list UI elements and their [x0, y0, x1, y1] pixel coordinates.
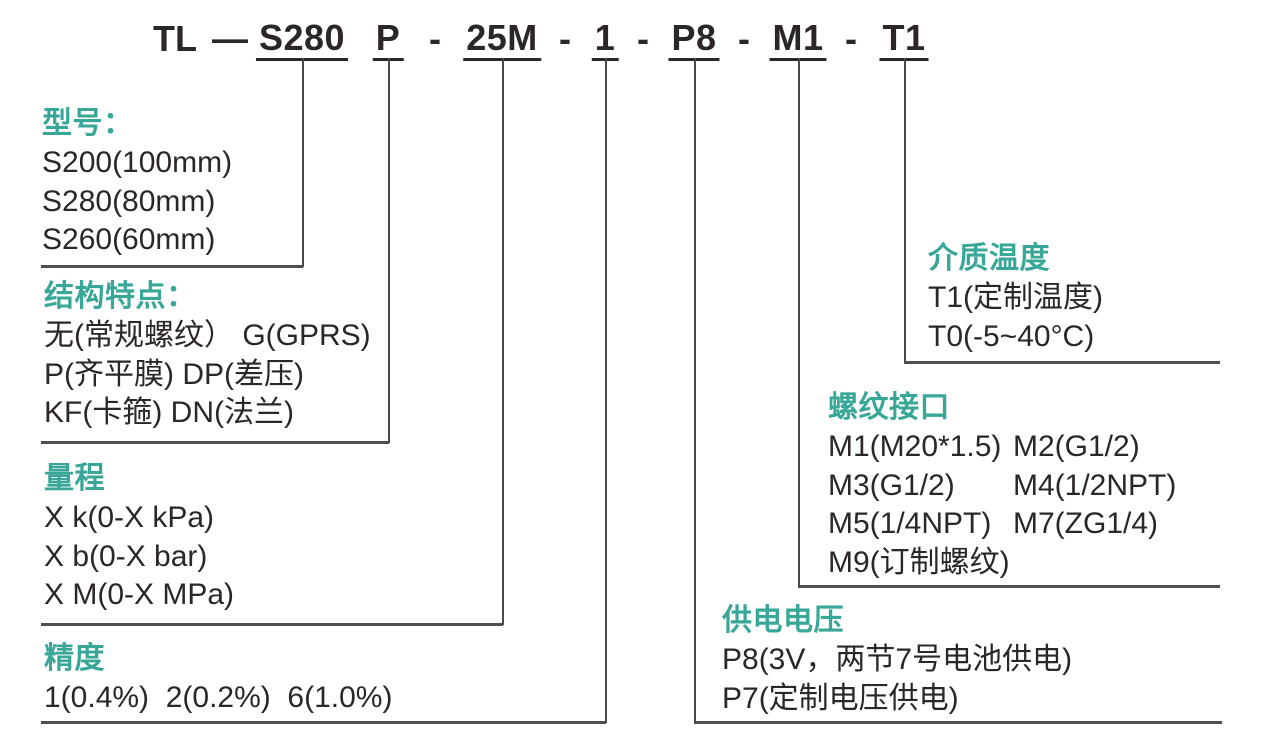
code-separator: -	[559, 18, 571, 59]
section-structure-item: KF(卡箍) DN(法兰)	[44, 396, 294, 429]
section-power-item: P8(3V，两节7号电池供电)	[722, 643, 1073, 676]
section-thread-row: M3(G1/2) M4(1/2NPT)	[828, 467, 1176, 506]
section-model-item: S260(60mm)	[42, 223, 216, 256]
section-range: 量程 X k(0-X kPa) X b(0-X bar) X M(0-X MPa…	[44, 461, 234, 615]
connector-hline-thread	[798, 585, 1220, 588]
section-model-item: S200(100mm)	[42, 146, 233, 179]
section-range-item: X M(0-X MPa)	[44, 578, 235, 611]
connector-vline-structure	[388, 58, 390, 443]
connector-vline-accuracy	[605, 58, 607, 723]
section-thread-row: M1(M20*1.5) M2(G1/2)	[828, 428, 1176, 467]
thread-option: M4(1/2NPT)	[1013, 468, 1177, 502]
section-model-title: 型号：	[42, 107, 134, 140]
section-model-item: S280(80mm)	[42, 184, 216, 218]
code-segment-range: 25M	[463, 20, 541, 61]
code-prefix: TL	[153, 18, 197, 59]
code-separator: -	[429, 18, 441, 59]
code-segment-temperature: T1	[879, 20, 929, 61]
thread-option: M1(M20*1.5)	[828, 430, 1002, 463]
thread-option: M2(G1/2)	[1013, 430, 1140, 463]
section-structure: 结构特点： 无(常规螺纹） G(GPRS) P(齐平膜) DP(差压) KF(卡…	[44, 279, 371, 433]
section-temperature-item: T0(-5~40°C)	[928, 319, 1095, 353]
section-accuracy-item: 1(0.4%) 2(0.2%) 6(1.0%)	[44, 681, 393, 714]
section-range-title: 量程	[44, 462, 105, 495]
connector-vline-model	[302, 58, 304, 267]
thread-option: M9(订制螺纹)	[828, 545, 1010, 579]
section-range-item: X k(0-X kPa)	[44, 501, 215, 534]
code-dash: —	[212, 18, 248, 59]
section-structure-title: 结构特点：	[44, 280, 197, 313]
connector-hline-power	[694, 721, 1222, 724]
section-power-item: P7(定制电压供电)	[722, 681, 959, 715]
section-range-item: X b(0-X bar)	[44, 539, 208, 573]
connector-hline-temperature	[904, 361, 1220, 364]
connector-hline-model	[41, 265, 303, 268]
code-segment-thread: M1	[769, 20, 827, 61]
thread-option: M3(G1/2)	[828, 468, 955, 502]
section-structure-item: P(齐平膜) DP(差压)	[44, 357, 304, 391]
section-temperature-item: T1(定制温度)	[928, 281, 1103, 314]
section-thread: 螺纹接口 M1(M20*1.5) M2(G1/2) M3(G1/2) M4(1/2N…	[828, 390, 1176, 582]
code-separator: -	[637, 18, 649, 59]
connector-hline-accuracy	[41, 721, 606, 724]
connector-vline-range	[502, 58, 504, 625]
code-segment-power: P8	[668, 20, 720, 61]
section-power-title: 供电电压	[722, 604, 844, 637]
thread-option: M7(ZG1/4)	[1013, 507, 1159, 540]
thread-option: M5(1/4NPT)	[828, 507, 992, 540]
connector-vline-power	[694, 58, 696, 723]
connector-hline-structure	[41, 441, 389, 444]
section-thread-row: M5(1/4NPT) M7(ZG1/4)	[828, 505, 1176, 544]
section-accuracy-title: 精度	[44, 642, 105, 675]
section-temperature-title: 介质温度	[928, 242, 1050, 275]
code-separator: -	[738, 18, 750, 59]
section-accuracy: 精度 1(0.4%) 2(0.2%) 6(1.0%)	[44, 641, 392, 718]
code-separator: -	[845, 18, 857, 59]
section-power: 供电电压 P8(3V，两节7号电池供电) P7(定制电压供电)	[722, 603, 1072, 718]
section-thread-row: M9(订制螺纹)	[828, 544, 1176, 583]
section-structure-item: 无(常规螺纹） G(GPRS)	[44, 319, 371, 352]
connector-vline-thread	[798, 58, 800, 587]
section-temperature: 介质温度 T1(定制温度) T0(-5~40°C)	[928, 241, 1103, 356]
section-thread-title: 螺纹接口	[828, 391, 950, 424]
code-segment-accuracy: 1	[591, 20, 619, 61]
code-segment-structure: P	[372, 20, 404, 61]
connector-vline-temperature	[904, 58, 906, 363]
connector-hline-range	[41, 623, 503, 626]
section-model: 型号： S200(100mm) S280(80mm) S260(60mm)	[42, 106, 232, 260]
code-segment-model: S280	[255, 20, 349, 61]
